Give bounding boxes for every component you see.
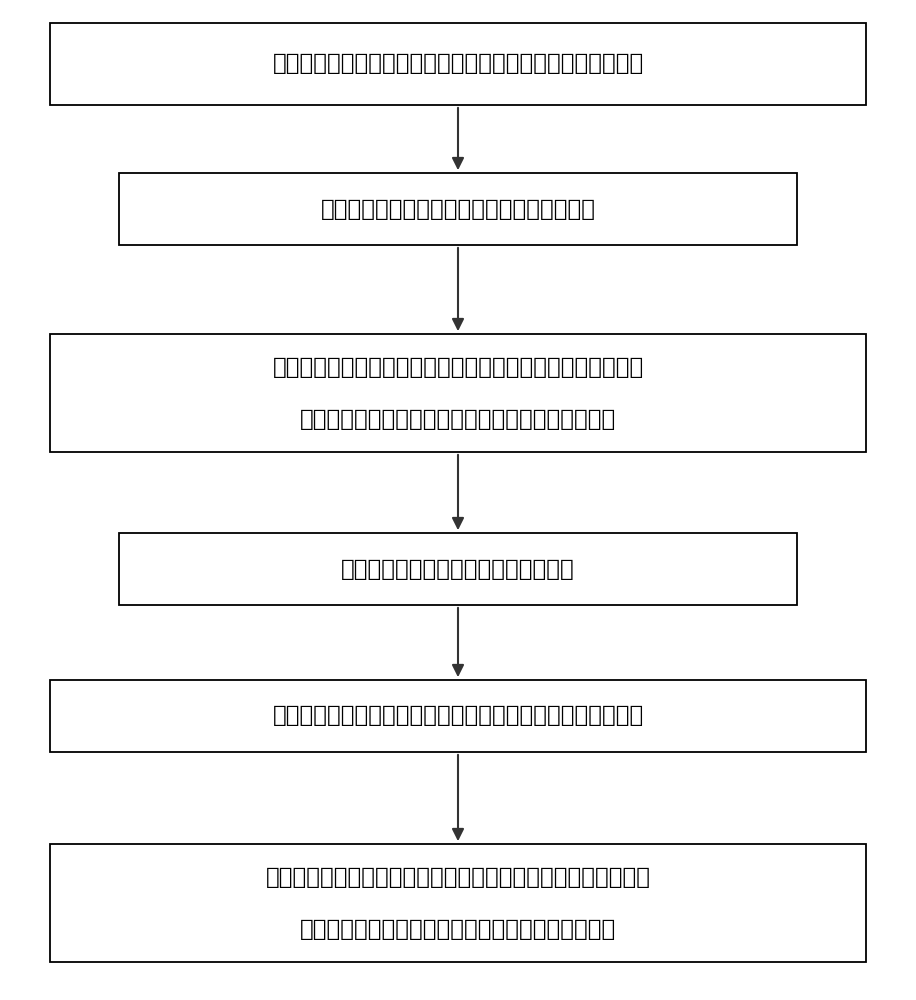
Text: 比对全部的直流偏磁抑制电路方案，将其中设备安装数量最少的: 比对全部的直流偏磁抑制电路方案，将其中设备安装数量最少的 bbox=[266, 865, 650, 888]
Text: 方案确定为最终的抑制直流偏磁设备的优化配置方案: 方案确定为最终的抑制直流偏磁设备的优化配置方案 bbox=[300, 918, 616, 940]
Bar bbox=[50, 334, 866, 452]
Text: 的中性点直流电流、直流平均值及交流电流的有效值: 的中性点直流电流、直流平均值及交流电流的有效值 bbox=[300, 408, 616, 430]
Bar bbox=[50, 844, 866, 962]
Text: 调节变压器中性点接地方式，求取不同运行方式下各个变压器: 调节变压器中性点接地方式，求取不同运行方式下各个变压器 bbox=[272, 356, 644, 378]
Text: 在各个直流电流超标点设置并完善各个直流偏磁抑制电路方案: 在各个直流电流超标点设置并完善各个直流偏磁抑制电路方案 bbox=[272, 704, 644, 728]
Text: 将直流影响因素接入交流系统中变压器中性点: 将直流影响因素接入交流系统中变压器中性点 bbox=[321, 198, 595, 221]
Text: 建立抑制直流偏磁装置的等效电路模型: 建立抑制直流偏磁装置的等效电路模型 bbox=[341, 558, 575, 580]
Bar bbox=[119, 173, 797, 245]
Bar bbox=[50, 23, 866, 105]
Bar bbox=[119, 533, 797, 605]
Text: 建立目标区域的土壤电场分布仿真模型及交流系统的仿真模型: 建立目标区域的土壤电场分布仿真模型及交流系统的仿真模型 bbox=[272, 52, 644, 76]
Bar bbox=[50, 680, 866, 752]
